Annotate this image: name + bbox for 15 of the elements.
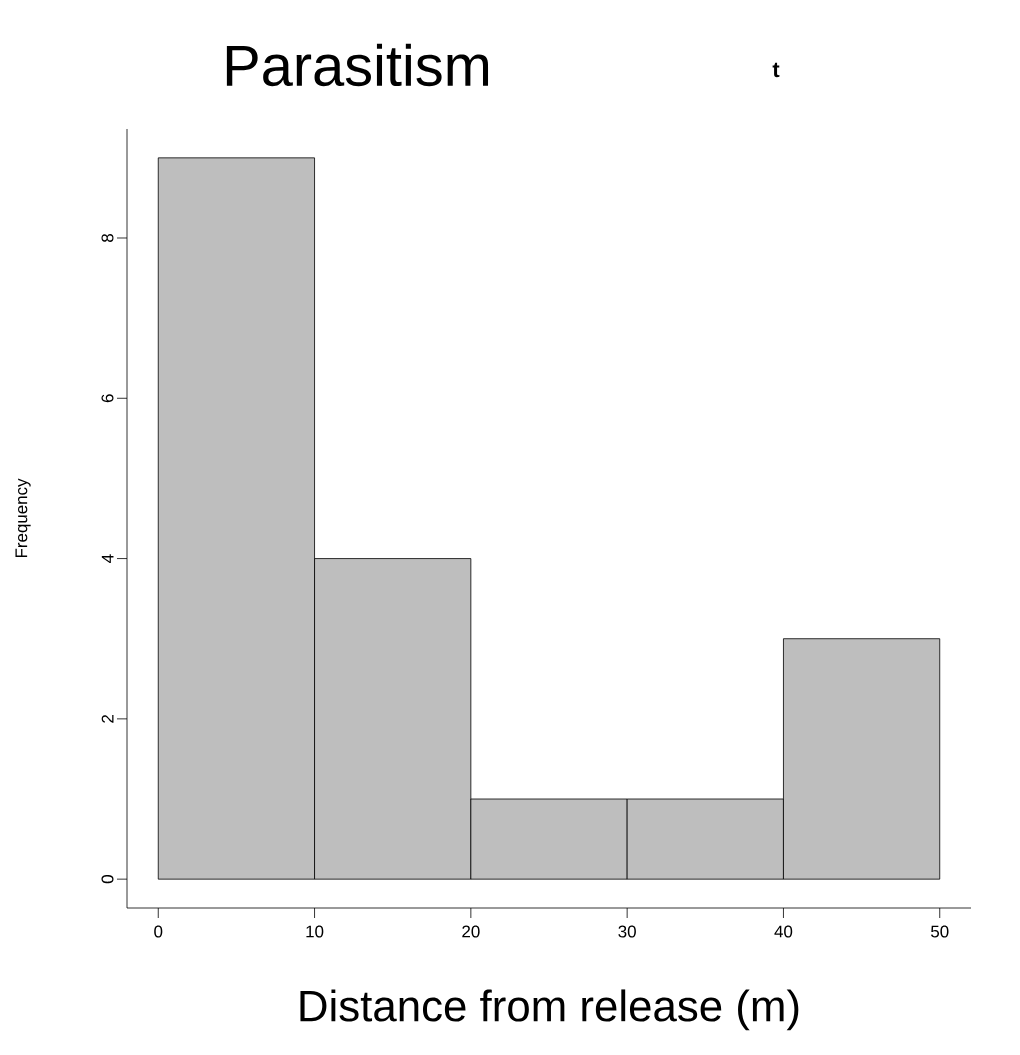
- y-tick-label: 0: [101, 875, 114, 884]
- x-tick-label: 10: [306, 925, 324, 938]
- x-tick-label: 30: [618, 925, 636, 938]
- x-tick-label: 0: [154, 925, 163, 938]
- chart-title: Parasitism: [226, 43, 489, 87]
- x-tick-label: 40: [774, 925, 793, 938]
- text: t: [772, 62, 780, 78]
- y-axis-title: Frequency: [15, 478, 31, 558]
- y-tick-label: 8: [101, 234, 114, 242]
- x-tick-label: 50: [931, 925, 949, 938]
- x-axis-title: Distance from release (m): [300, 989, 799, 1031]
- y-tick-label: 6: [101, 394, 114, 403]
- x-tick-label: 20: [462, 925, 480, 938]
- y-tick-label: 2: [101, 715, 114, 723]
- y-tick-label: 4: [101, 554, 114, 563]
